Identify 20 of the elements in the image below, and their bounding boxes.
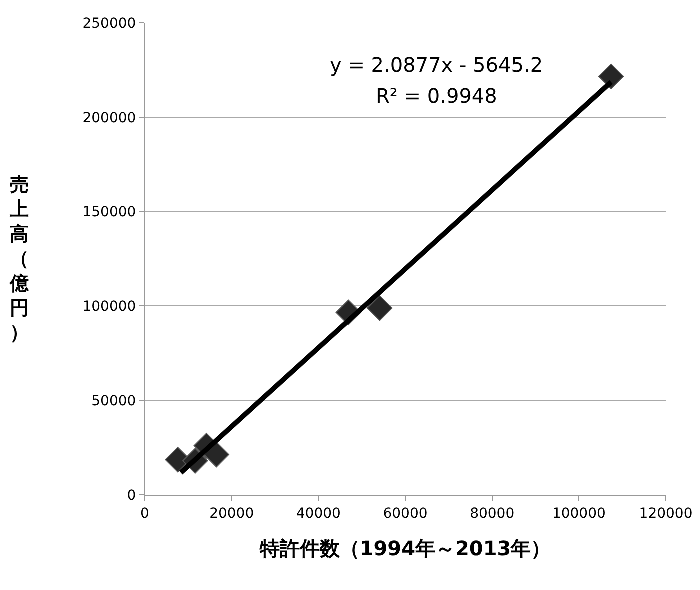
x-tick-label: 40000 xyxy=(296,506,341,522)
x-tick-label: 80000 xyxy=(470,506,515,522)
x-tick-label: 0 xyxy=(140,506,150,522)
y-tick-label: 50000 xyxy=(92,394,136,410)
y-tick-label: 100000 xyxy=(82,299,136,316)
annotation: R² = 0.9948 xyxy=(376,84,498,108)
y-tick-label: 200000 xyxy=(82,110,136,126)
x-tick-label: 20000 xyxy=(210,506,254,522)
annotation: y = 2.0877x - 5645.2 xyxy=(330,53,544,77)
y-axis-title: 売上高（億円） xyxy=(9,174,30,344)
x-axis-title: 特許件数（1994年～2013年） xyxy=(258,536,552,560)
y-tick-label: 0 xyxy=(127,488,136,504)
point xyxy=(598,64,624,90)
x-tick-label: 60000 xyxy=(383,506,428,522)
x-tick-label: 100000 xyxy=(552,506,606,522)
point xyxy=(367,295,393,322)
point xyxy=(204,442,230,468)
x-tick-label: 120000 xyxy=(639,506,693,522)
y-tick-label: 150000 xyxy=(82,204,136,221)
y-tick-label: 250000 xyxy=(82,16,136,32)
